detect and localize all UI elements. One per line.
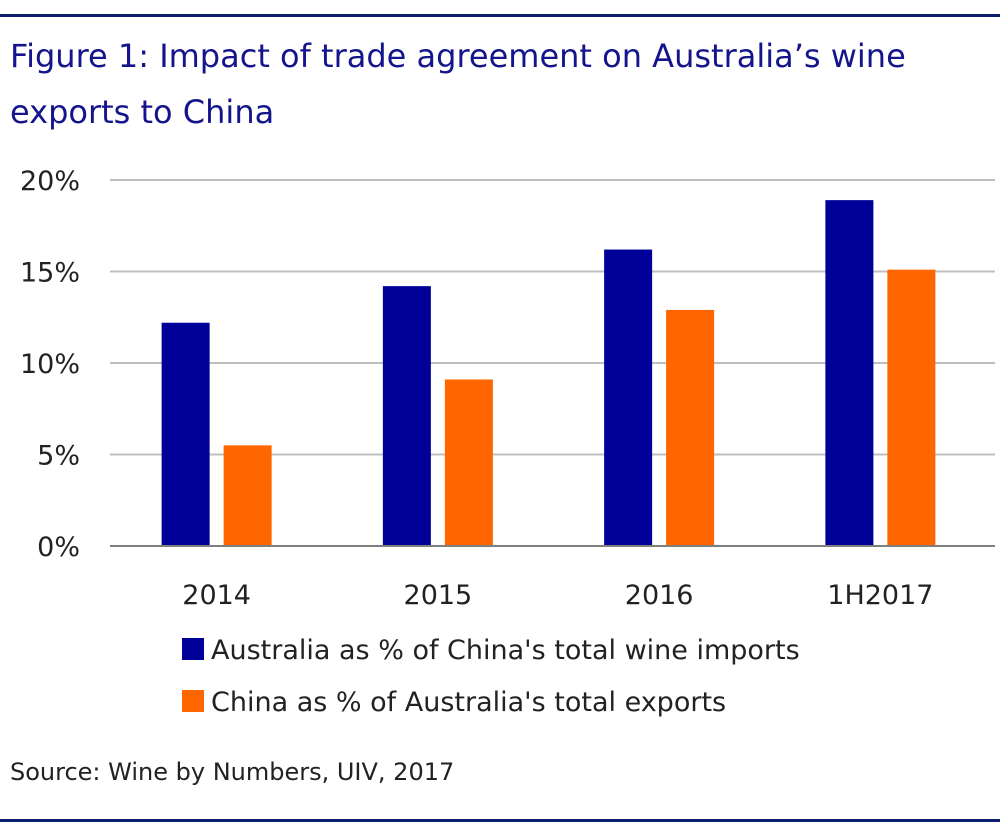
bar-series-2-2014 (223, 445, 272, 546)
y-tick-label: 5% (37, 441, 80, 472)
bar-series-2-2016 (666, 309, 715, 546)
bar-series-1-2014 (161, 322, 210, 546)
legend-label-1: Australia as % of China's total wine imp… (211, 635, 800, 666)
bottom-rule (0, 819, 1000, 822)
x-axis-ticks: 2014 2015 2016 1H2017 (182, 580, 933, 611)
bar-series-2-2015 (444, 379, 493, 546)
y-tick-label: 0% (37, 532, 80, 563)
legend-label-2: China as % of Australia's total exports (211, 687, 726, 718)
bar-series-1-2016 (604, 249, 653, 546)
source-note: Source: Wine by Numbers, UIV, 2017 (10, 758, 455, 786)
chart-title: Figure 1: Impact of trade agreement on A… (10, 37, 906, 131)
x-tick-label: 2014 (182, 580, 251, 611)
y-tick-label: 20% (20, 166, 80, 197)
top-rule (0, 14, 1000, 17)
bar-series-2-1H2017 (887, 269, 936, 546)
x-tick-label: 2016 (625, 580, 694, 611)
bar-chart: 0% 5% 10% 15% 20% 2014 2015 2016 1H2017 Austral… (20, 166, 995, 718)
x-tick-label: 1H2017 (827, 580, 933, 611)
legend-swatch-1 (182, 638, 204, 660)
bars (161, 200, 936, 546)
legend-swatch-2 (182, 690, 204, 712)
bar-series-1-1H2017 (825, 200, 874, 546)
y-tick-label: 10% (20, 349, 80, 380)
bar-series-1-2015 (382, 286, 431, 546)
legend: Australia as % of China's total wine imp… (182, 635, 800, 718)
y-axis-ticks: 0% 5% 10% 15% 20% (20, 166, 80, 563)
x-tick-label: 2015 (404, 580, 473, 611)
y-tick-label: 15% (20, 258, 80, 289)
